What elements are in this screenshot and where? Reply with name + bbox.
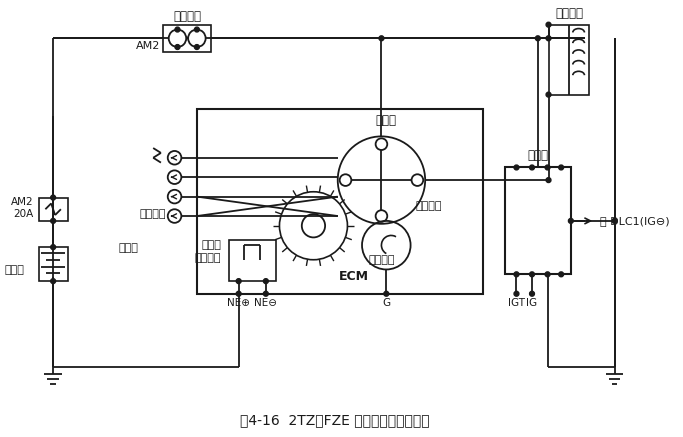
Circle shape xyxy=(535,36,540,41)
Bar xyxy=(38,247,68,281)
Circle shape xyxy=(376,210,387,222)
Text: 至 DLC1(IG⊖): 至 DLC1(IG⊖) xyxy=(600,216,669,226)
Circle shape xyxy=(376,139,387,150)
Text: G: G xyxy=(382,298,391,309)
Bar xyxy=(548,24,589,95)
Circle shape xyxy=(529,165,534,170)
Circle shape xyxy=(514,291,519,296)
Circle shape xyxy=(545,165,550,170)
Circle shape xyxy=(559,165,563,170)
Circle shape xyxy=(546,22,551,27)
Text: 20A: 20A xyxy=(14,209,33,219)
Circle shape xyxy=(545,272,550,277)
Text: IGT: IGT xyxy=(508,298,525,309)
Circle shape xyxy=(384,291,389,296)
Text: 盖和端子: 盖和端子 xyxy=(140,209,167,219)
Circle shape xyxy=(169,30,186,47)
Circle shape xyxy=(546,36,551,41)
Circle shape xyxy=(529,291,534,296)
Text: 图4-16  2TZ－FZE 发动机点火系统电路: 图4-16 2TZ－FZE 发动机点火系统电路 xyxy=(240,413,430,427)
Circle shape xyxy=(559,272,563,277)
Text: 火花塞: 火花塞 xyxy=(119,243,139,253)
Bar xyxy=(163,24,212,52)
Text: 信号转子: 信号转子 xyxy=(368,255,395,265)
Circle shape xyxy=(195,45,199,49)
Text: NE⊕: NE⊕ xyxy=(227,298,250,309)
Text: 曲轴位: 曲轴位 xyxy=(201,240,221,250)
Circle shape xyxy=(168,190,182,203)
Text: 点火开关: 点火开关 xyxy=(173,10,201,24)
Circle shape xyxy=(514,272,519,277)
Bar xyxy=(229,240,275,281)
Circle shape xyxy=(175,27,180,32)
Circle shape xyxy=(195,27,199,32)
Text: AM2: AM2 xyxy=(136,41,160,51)
Text: 拾波线圈: 拾波线圈 xyxy=(415,201,442,212)
Bar xyxy=(38,198,68,221)
Bar xyxy=(197,109,484,294)
Circle shape xyxy=(379,36,384,41)
Circle shape xyxy=(412,174,423,186)
Circle shape xyxy=(168,209,182,223)
Text: AM2: AM2 xyxy=(11,198,33,208)
Circle shape xyxy=(264,291,268,296)
Text: 分电器: 分电器 xyxy=(376,114,397,127)
Circle shape xyxy=(236,279,241,284)
Text: NE⊖: NE⊖ xyxy=(254,298,277,309)
Circle shape xyxy=(51,218,55,223)
Circle shape xyxy=(188,30,206,47)
Circle shape xyxy=(168,170,182,184)
Circle shape xyxy=(51,279,55,284)
Text: 点火器: 点火器 xyxy=(527,149,548,162)
Circle shape xyxy=(51,245,55,250)
Text: 点火线圈: 点火线圈 xyxy=(555,7,583,20)
Circle shape xyxy=(339,174,351,186)
Text: IG: IG xyxy=(527,298,538,309)
Text: ECM: ECM xyxy=(339,270,370,283)
Circle shape xyxy=(568,218,573,223)
Circle shape xyxy=(612,218,617,223)
Circle shape xyxy=(168,151,182,165)
Bar xyxy=(505,167,571,274)
Circle shape xyxy=(546,92,551,97)
Circle shape xyxy=(529,272,534,277)
Circle shape xyxy=(236,291,241,296)
Circle shape xyxy=(514,165,519,170)
Text: 置传感器: 置传感器 xyxy=(195,253,221,263)
Circle shape xyxy=(264,279,268,284)
Text: 蓄电池: 蓄电池 xyxy=(4,265,24,275)
Circle shape xyxy=(175,45,180,49)
Circle shape xyxy=(51,195,55,200)
Circle shape xyxy=(546,178,551,183)
